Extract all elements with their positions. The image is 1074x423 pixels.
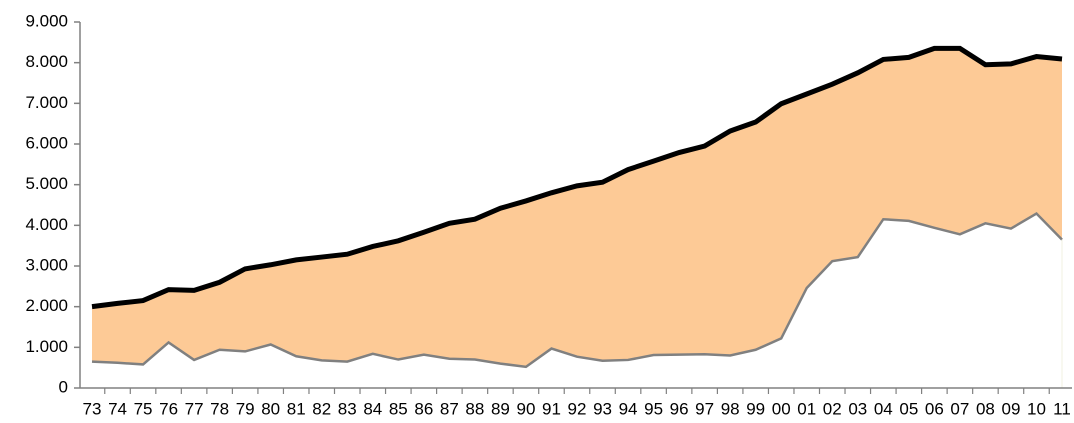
x-tick-label: 73: [83, 399, 102, 418]
x-tick-label: 91: [542, 399, 561, 418]
line: [91, 45, 1063, 310]
x-tick-label: 79: [236, 399, 255, 418]
x-tick-label: 00: [772, 399, 791, 418]
x-tick-label: 08: [976, 399, 995, 418]
x-tick-label: 95: [644, 399, 663, 418]
x-tick-label: 86: [414, 399, 433, 418]
x-tick-label: 87: [440, 399, 459, 418]
y-tick-label: 5.000: [25, 174, 68, 193]
x-tick-label: 80: [261, 399, 280, 418]
y-tick-label: 7.000: [25, 93, 68, 112]
x-tick-label: 90: [516, 399, 535, 418]
x-tick-label: 98: [721, 399, 740, 418]
x-tick-label: 82: [312, 399, 331, 418]
x-tick-label: 01: [797, 399, 816, 418]
x-tick-label: 97: [695, 399, 714, 418]
x-tick-label: 11: [1053, 399, 1071, 418]
x-tick-label: 75: [134, 399, 153, 418]
y-tick-label: 8.000: [25, 52, 68, 71]
x-tick-label: 88: [465, 399, 484, 418]
line: [91, 211, 1063, 369]
y-tick-label: 3.000: [25, 255, 68, 274]
x-tick-label: 89: [491, 399, 510, 418]
x-tick-label: 93: [593, 399, 612, 418]
x-tick-label: 96: [670, 399, 689, 418]
x-tick-label: 94: [619, 399, 638, 418]
x-tick-label: 05: [899, 399, 918, 418]
x-tick-label: 02: [823, 399, 842, 418]
y-tick-label: 9.000: [25, 11, 68, 30]
y-tick-label: 1.000: [25, 337, 68, 356]
x-tick-label: 78: [210, 399, 229, 418]
x-tick-label: 92: [568, 399, 587, 418]
x-tick-label: 76: [159, 399, 178, 418]
x-tick-label: 84: [363, 399, 382, 418]
x-tick-label: 09: [1001, 399, 1020, 418]
x-tick-label: 10: [1027, 399, 1046, 418]
y-tick-label: 0: [59, 377, 68, 396]
y-tick-label: 4.000: [25, 215, 68, 234]
x-tick-label: 77: [185, 399, 204, 418]
x-tick-label: 85: [389, 399, 408, 418]
x-tick-label: 74: [108, 399, 127, 418]
x-tick-label: 04: [874, 399, 893, 418]
x-tick-label: 07: [950, 399, 969, 418]
y-tick-label: 2.000: [25, 296, 68, 315]
x-tick-label: 81: [287, 399, 306, 418]
y-tick-label: 6.000: [25, 133, 68, 152]
x-tick-label: 83: [338, 399, 357, 418]
x-tick-label: 06: [925, 399, 944, 418]
x-tick-label: 99: [746, 399, 765, 418]
x-tick-label: 03: [848, 399, 867, 418]
area: [92, 213, 1062, 388]
